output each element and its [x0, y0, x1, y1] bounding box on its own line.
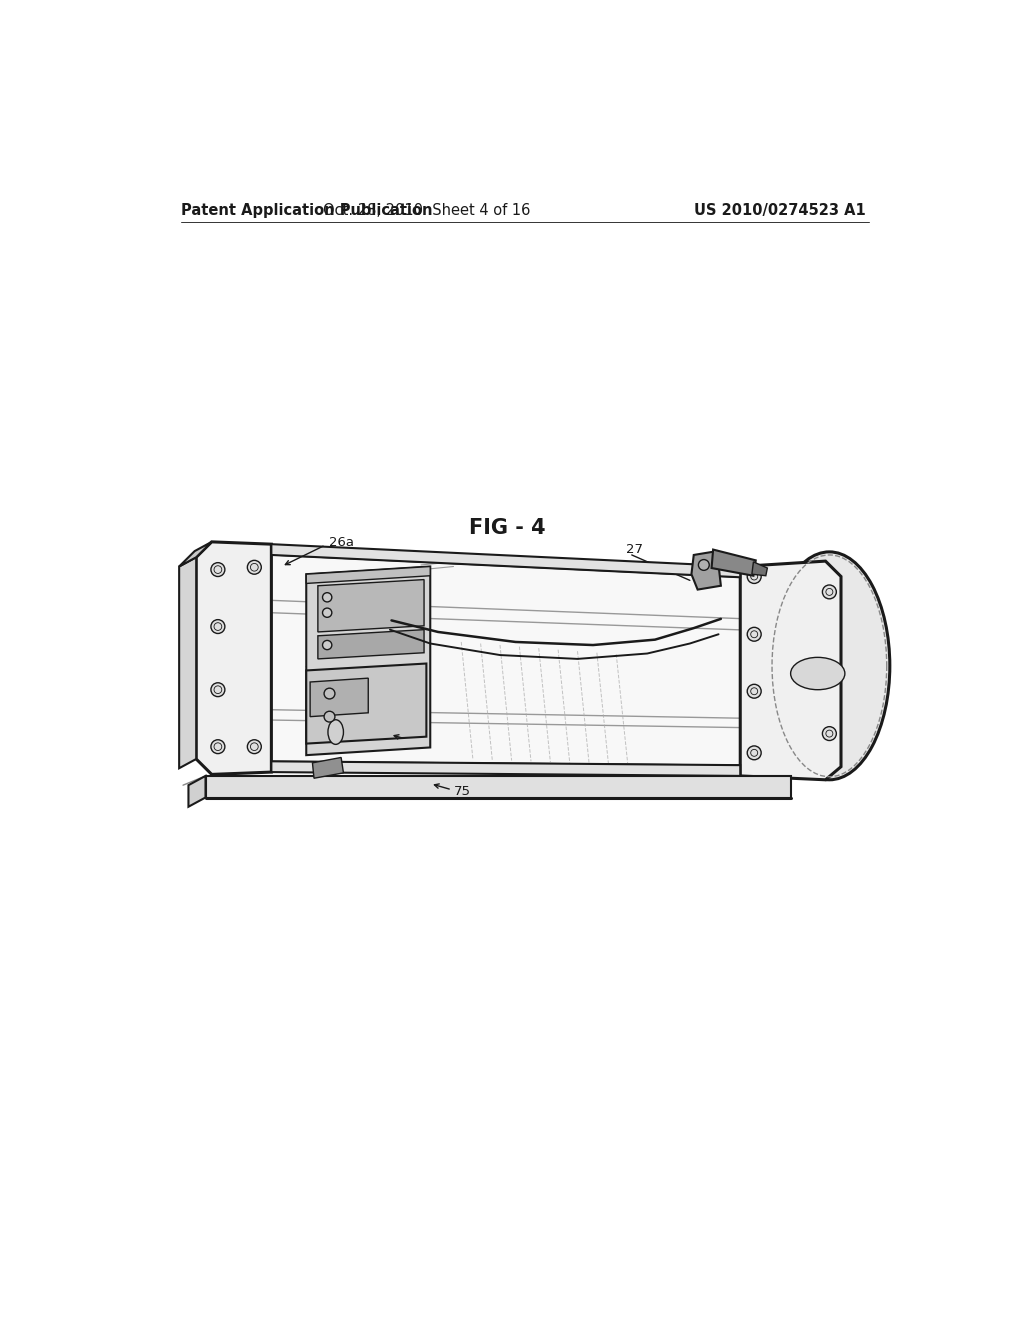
Polygon shape — [271, 544, 740, 577]
Polygon shape — [197, 543, 271, 775]
Circle shape — [748, 684, 761, 698]
Polygon shape — [179, 543, 212, 566]
Polygon shape — [271, 554, 740, 766]
Circle shape — [698, 560, 710, 570]
Circle shape — [748, 746, 761, 760]
Circle shape — [323, 640, 332, 649]
Polygon shape — [206, 776, 791, 797]
Polygon shape — [712, 549, 756, 576]
Circle shape — [211, 562, 225, 577]
Circle shape — [822, 585, 837, 599]
Circle shape — [324, 688, 335, 700]
Circle shape — [323, 609, 332, 618]
Polygon shape — [306, 566, 430, 755]
Ellipse shape — [791, 657, 845, 689]
Polygon shape — [317, 630, 424, 659]
Text: US 2010/0274523 A1: US 2010/0274523 A1 — [693, 203, 865, 218]
Circle shape — [248, 560, 261, 574]
Text: 26a: 26a — [330, 536, 354, 549]
Text: Oct. 28, 2010  Sheet 4 of 16: Oct. 28, 2010 Sheet 4 of 16 — [323, 203, 530, 218]
Circle shape — [211, 682, 225, 697]
Circle shape — [248, 739, 261, 754]
Polygon shape — [691, 552, 721, 590]
Circle shape — [211, 739, 225, 754]
Polygon shape — [188, 776, 206, 807]
Ellipse shape — [769, 552, 890, 780]
Text: FIG - 4: FIG - 4 — [469, 517, 546, 539]
Polygon shape — [310, 678, 369, 717]
Polygon shape — [740, 561, 841, 780]
Polygon shape — [752, 562, 767, 576]
Text: 75: 75 — [454, 785, 470, 797]
Circle shape — [748, 627, 761, 642]
Text: Patent Application Publication: Patent Application Publication — [180, 203, 432, 218]
Polygon shape — [306, 566, 430, 583]
Circle shape — [822, 726, 837, 741]
Text: 74: 74 — [407, 734, 424, 747]
Circle shape — [748, 570, 761, 583]
Circle shape — [324, 711, 335, 722]
Polygon shape — [271, 762, 740, 776]
Polygon shape — [312, 758, 343, 779]
Polygon shape — [306, 664, 426, 743]
Circle shape — [211, 619, 225, 634]
Text: 27: 27 — [627, 543, 643, 556]
Circle shape — [323, 593, 332, 602]
Ellipse shape — [328, 719, 343, 744]
Polygon shape — [179, 557, 197, 768]
Polygon shape — [317, 579, 424, 632]
